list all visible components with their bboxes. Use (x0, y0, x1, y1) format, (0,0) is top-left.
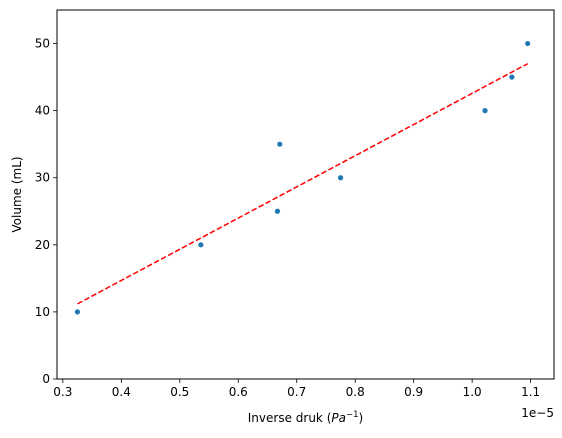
data-point (74, 309, 81, 315)
axes-frame (56, 9, 555, 380)
x-tick-label: 1.0 (463, 385, 482, 399)
x-axis-label-paren-close: ) (359, 411, 364, 425)
y-tick-label: 20 (35, 238, 50, 252)
plot-area (74, 40, 531, 315)
y-tick-label: 50 (35, 37, 50, 51)
y-axis: 0 10 20 30 40 50 (35, 37, 57, 386)
x-axis-label: Inverse druk (Pa−1) (248, 410, 363, 425)
data-point (525, 40, 531, 47)
x-tick-label: 0.6 (229, 385, 248, 399)
y-tick-label: 30 (35, 171, 50, 185)
data-point (277, 141, 283, 147)
y-tick-label: 0 (42, 372, 50, 386)
x-axis-label-text: Inverse druk (248, 411, 323, 425)
x-axis-offset-label: 1e−5 (521, 406, 554, 420)
x-tick-label: 0.5 (170, 385, 189, 399)
x-axis-label-unit-exponent: −1 (346, 410, 359, 420)
x-tick-label: 0.3 (53, 385, 72, 399)
x-axis: 0.3 0.4 0.5 0.6 0.7 0.8 0.9 1.0 1.1 (53, 379, 540, 399)
fit-line (77, 63, 529, 305)
data-point (482, 108, 488, 114)
data-point (509, 74, 515, 80)
data-point (198, 242, 204, 248)
x-tick-label: 1.1 (521, 385, 540, 399)
data-point (337, 175, 344, 181)
x-tick-label: 0.8 (346, 385, 365, 399)
y-tick-label: 10 (35, 305, 50, 319)
y-tick-label: 40 (35, 104, 50, 118)
y-axis-label: Volume (mL) (10, 156, 24, 232)
x-axis-label-unit: Pa (331, 411, 346, 425)
x-axis-label-paren-open: ( (327, 411, 332, 425)
x-tick-label: 0.9 (404, 385, 423, 399)
data-point (274, 208, 281, 214)
x-tick-label: 0.7 (287, 385, 306, 399)
x-tick-label: 0.4 (112, 385, 131, 399)
